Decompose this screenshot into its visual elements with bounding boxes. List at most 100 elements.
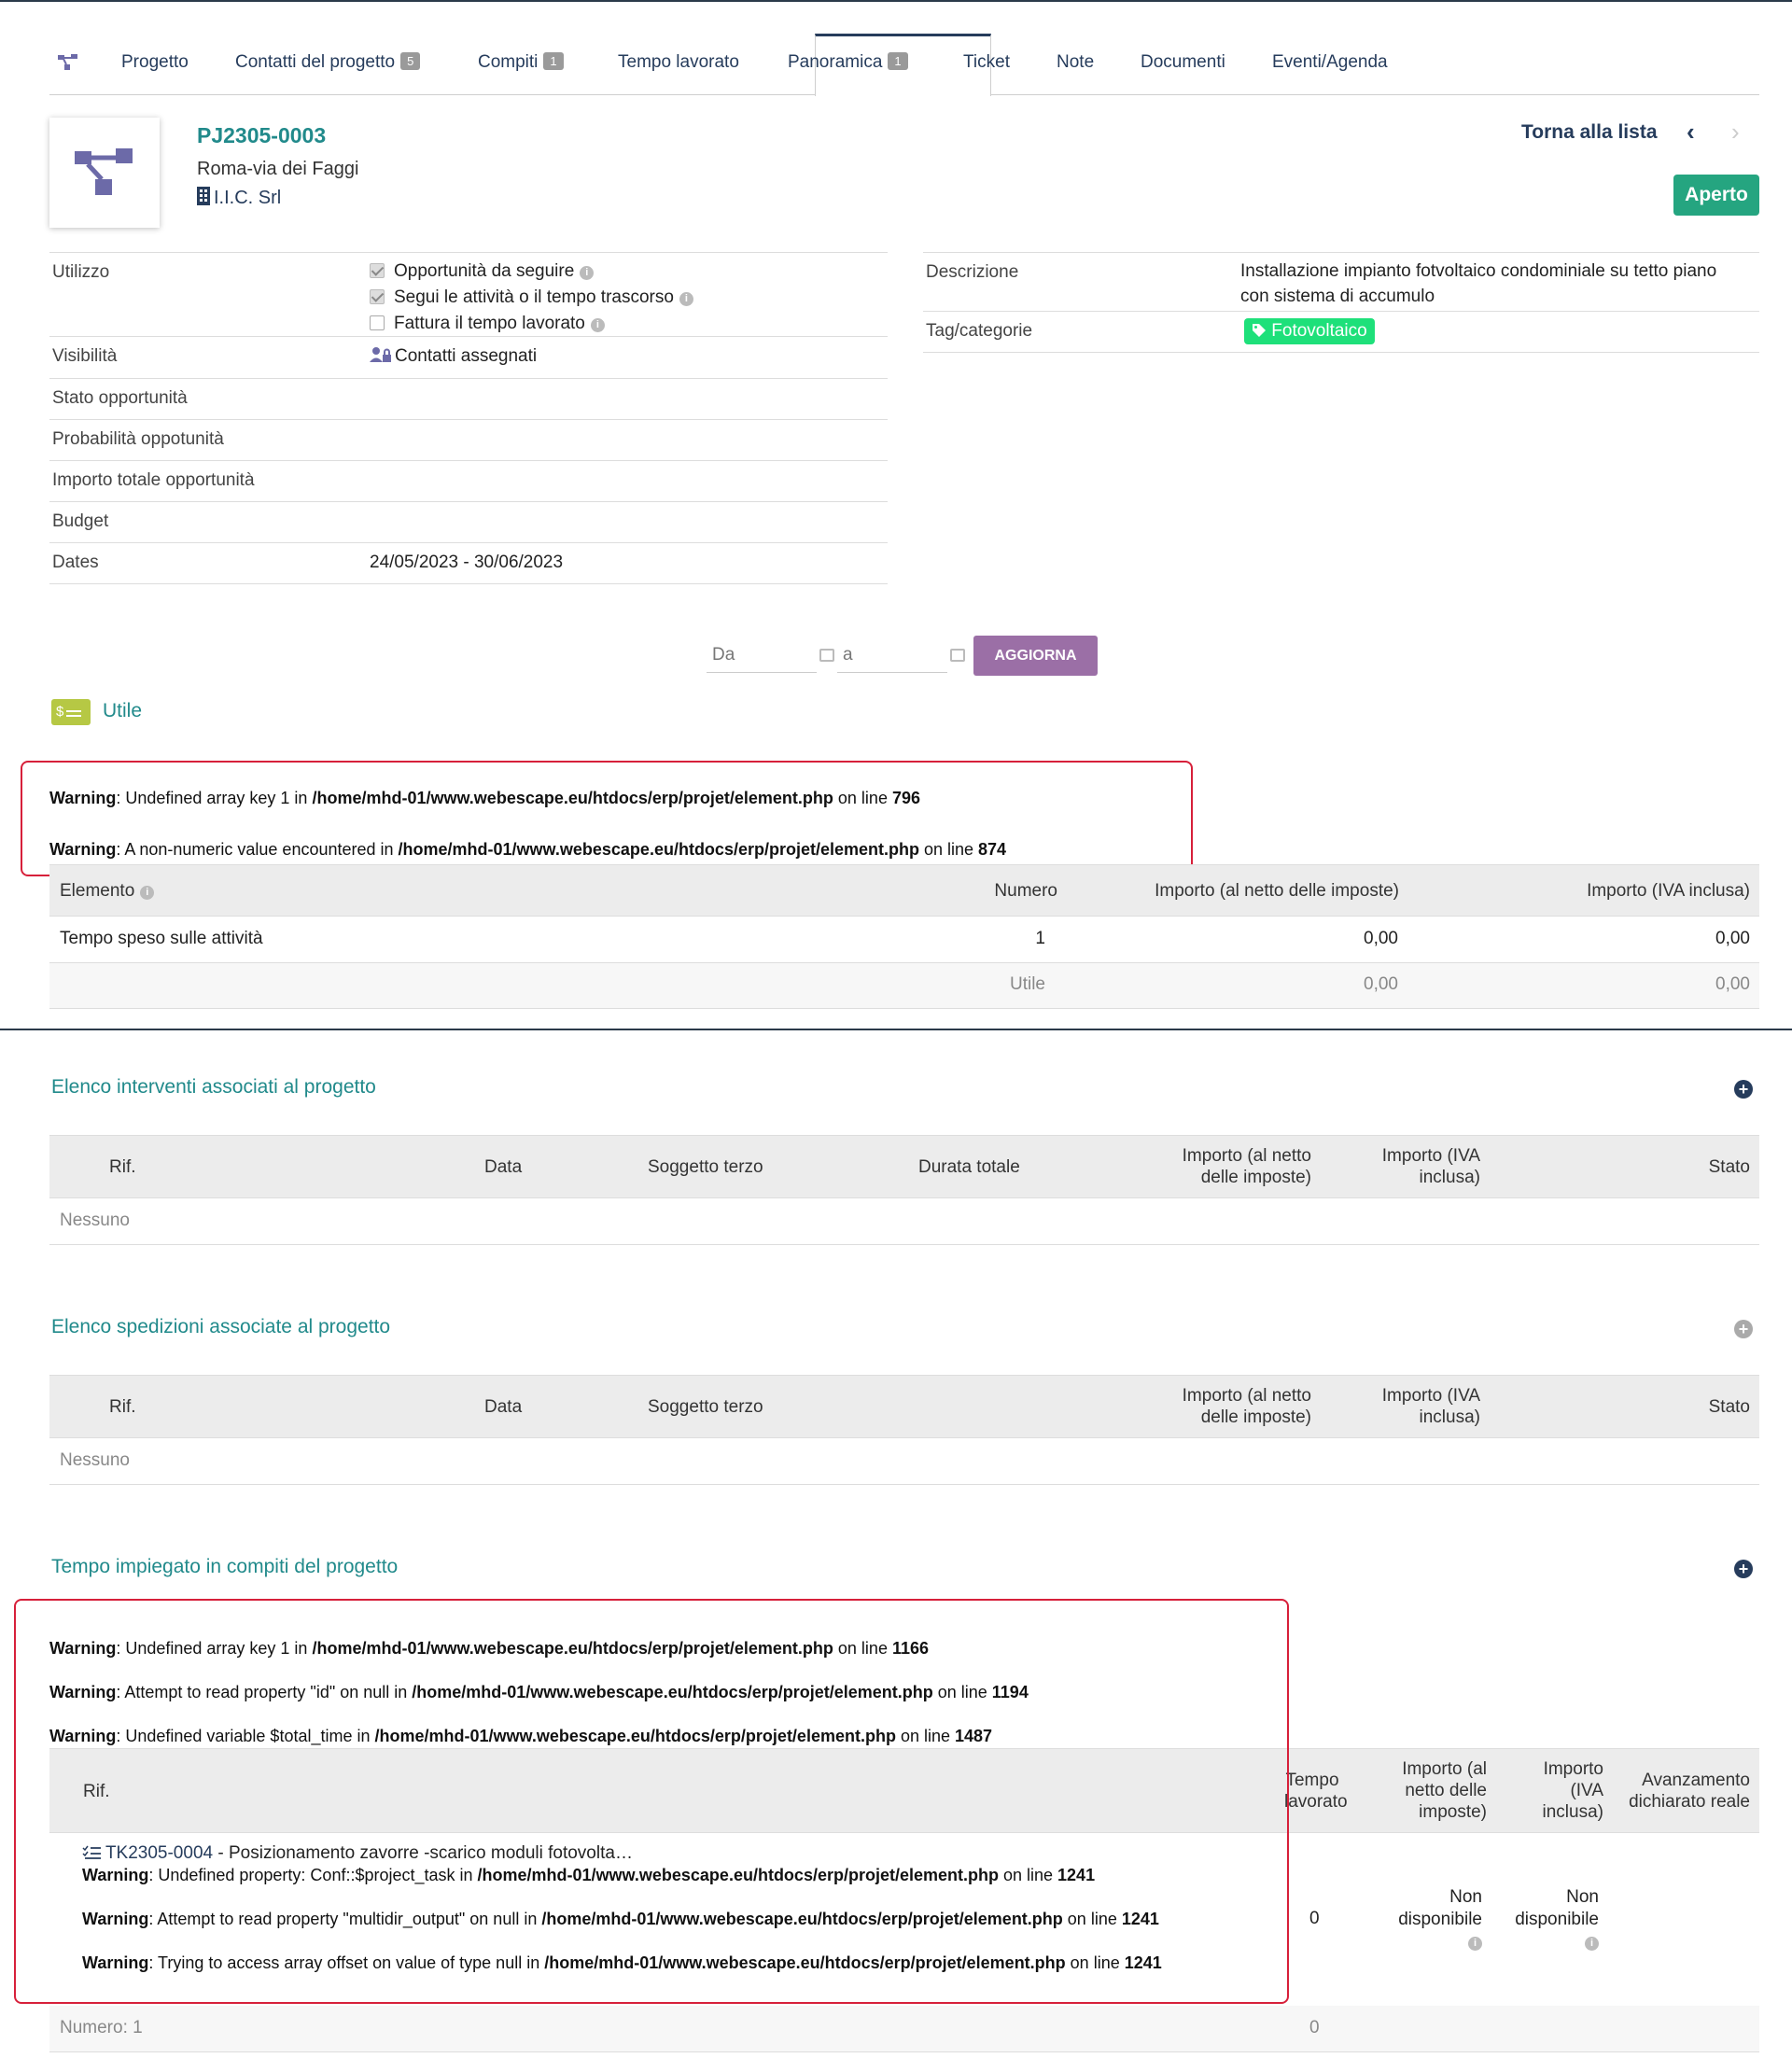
- warning-box: [14, 1599, 1289, 2004]
- info-icon: i: [1468, 1937, 1482, 1951]
- checkbox-fattura[interactable]: Fattura il tempo lavorato i: [370, 311, 693, 337]
- tab-note[interactable]: Note: [1057, 52, 1095, 72]
- tab-documenti[interactable]: Documenti: [1141, 52, 1225, 72]
- tab-contatti[interactable]: Contatti del progetto 5: [235, 52, 421, 73]
- col-data: Data: [484, 1157, 523, 1177]
- descrizione-value: Installazione impianto fotvoltaico condo…: [1240, 261, 1717, 306]
- info-icon: i: [140, 886, 155, 900]
- divider: [49, 962, 1759, 963]
- utile-title: Utile: [103, 700, 143, 721]
- back-to-list-link[interactable]: Torna alla lista: [1521, 121, 1658, 143]
- profit-table-header: Elemento i Numero Importo (al netto delle…: [49, 864, 1759, 917]
- profit-total-iva: 0,00: [1715, 974, 1750, 994]
- divider: [49, 1244, 1759, 1245]
- calendar-icon[interactable]: [950, 649, 965, 662]
- php-warning: Warning: Undefined variable $total_time …: [49, 1727, 993, 1745]
- php-warning: Warning: Attempt to read property "multi…: [82, 1910, 1159, 1928]
- prev-arrow-icon[interactable]: ‹: [1687, 118, 1695, 146]
- tab-tempo-lavorato[interactable]: Tempo lavorato: [618, 52, 739, 72]
- info-icon: i: [679, 292, 693, 306]
- col-tempo-lavorato: Tempo lavorato: [1284, 1771, 1348, 1812]
- spedizioni-table-header: Rif. Data Soggetto terzo Importo (al net…: [49, 1375, 1759, 1438]
- calendar-icon[interactable]: [819, 649, 834, 662]
- section-divider: [0, 1029, 1792, 1030]
- col-importo-netto: Importo (al netto delle imposte): [1402, 1759, 1487, 1822]
- aggiorna-button[interactable]: AGGIORNA: [973, 636, 1098, 676]
- visibilita-value: Contatti assegnati: [395, 346, 538, 366]
- profit-row-label: Tempo speso sulle attività: [60, 929, 263, 948]
- col-stato: Stato: [1708, 1157, 1750, 1177]
- task-row[interactable]: TK2305-0004 - Posizionamento zavorre -sc…: [82, 1843, 633, 1864]
- col-soggetto: Soggetto terzo: [648, 1397, 763, 1417]
- field-dates: Dates 24/05/2023 - 30/06/2023: [49, 542, 888, 584]
- field-tag: Tag/categorie: [923, 311, 1759, 353]
- date-from-input[interactable]: Da: [707, 639, 817, 673]
- add-spedizione-icon: +: [1734, 1320, 1753, 1338]
- date-to-input[interactable]: a: [837, 639, 947, 673]
- tag-icon: [1253, 324, 1266, 337]
- project-company[interactable]: I.I.C. Srl: [197, 187, 281, 209]
- tab-badge: 1: [543, 52, 564, 70]
- empty-row: Nessuno: [60, 1211, 130, 1230]
- field-label: Probabilità oppotunità: [52, 429, 224, 449]
- field-label: Stato opportunità: [52, 388, 188, 408]
- col-importo-netto: Importo (al netto delle imposte): [1182, 1146, 1311, 1187]
- field-budget: Budget: [49, 501, 888, 542]
- col-importo-iva: Importo (IVA inclusa): [1587, 881, 1750, 901]
- tab-eventi[interactable]: Eventi/Agenda: [1272, 52, 1388, 72]
- top-divider-notch: [75, 2, 90, 9]
- checkbox-icon[interactable]: [370, 289, 385, 304]
- field-probabilita: Probabilità oppotunità: [49, 419, 888, 460]
- project-tree-icon[interactable]: [58, 54, 78, 71]
- field-stato: Stato opportunità: [49, 378, 888, 419]
- tab-badge: 5: [400, 52, 421, 70]
- field-importo: Importo totale opportunità: [49, 460, 888, 501]
- tab-panoramica[interactable]: Panoramica 1: [788, 52, 908, 73]
- tempo-total-row: [49, 2006, 1759, 2052]
- tempo-title: Tempo impiegato in compiti del progetto: [51, 1556, 399, 1577]
- tab-bar: Progetto Contatti del progetto 5 Compiti 1…: [49, 34, 1759, 96]
- divider: [49, 1008, 1759, 1009]
- field-visibilita: Visibilità Contatti assegnati: [49, 336, 888, 378]
- field-utilizzo: Utilizzo Opportunità da seguire i Segui l…: [49, 252, 888, 336]
- checkbox-icon[interactable]: [370, 315, 385, 330]
- divider: [49, 1484, 1759, 1485]
- task-ref-link[interactable]: TK2305-0004: [105, 1843, 214, 1863]
- profit-row-iva: 0,00: [1715, 929, 1750, 948]
- tab-badge: 1: [888, 52, 908, 70]
- col-rif: Rif.: [109, 1157, 136, 1177]
- field-label: Tag/categorie: [926, 321, 1033, 341]
- task-label: - Posizionamento zavorre -scarico moduli…: [213, 1843, 633, 1863]
- col-rif: Rif.: [109, 1397, 136, 1417]
- add-tempo-icon[interactable]: +: [1734, 1560, 1753, 1578]
- tab-progetto[interactable]: Progetto: [121, 52, 189, 72]
- profit-total-netto: 0,00: [1364, 974, 1398, 994]
- interventi-table-header: Rif. Data Soggetto terzo Durata totale I…: [49, 1135, 1759, 1198]
- col-importo-netto: Importo (al netto delle imposte): [1155, 881, 1399, 901]
- tab-compiti[interactable]: Compiti 1: [478, 52, 564, 73]
- profit-row-numero: 1: [1035, 929, 1045, 948]
- col-elemento: Elemento i: [60, 880, 155, 902]
- spedizioni-title: Elenco spedizioni associate al progetto: [51, 1316, 391, 1337]
- users-lock-icon: [370, 347, 391, 362]
- project-logo: [49, 118, 160, 228]
- info-icon: i: [1585, 1937, 1599, 1951]
- checkbox-segui[interactable]: Segui le attività o il tempo trascorso i: [370, 285, 693, 311]
- status-badge: Aperto: [1673, 175, 1759, 216]
- field-label: Descrizione: [926, 262, 1019, 282]
- checkbox-opportunita[interactable]: Opportunità da seguire i: [370, 259, 693, 285]
- field-descrizione: Descrizione Installazione impianto fotvo…: [923, 252, 1759, 311]
- money-icon: $: [51, 699, 91, 725]
- col-rif: Rif.: [83, 1782, 110, 1801]
- checkbox-icon[interactable]: [370, 263, 385, 278]
- tag-fotovoltaico[interactable]: Fotovoltaico: [1244, 318, 1375, 344]
- col-durata: Durata totale: [918, 1157, 1020, 1177]
- tempo-table-header: Rif. Tempo lavorato Importo (al netto dell…: [49, 1748, 1759, 1833]
- field-label: Utilizzo: [52, 262, 110, 282]
- tab-ticket[interactable]: Ticket: [963, 52, 1010, 72]
- php-warning: Warning: Undefined array key 1 in /home/…: [49, 1639, 930, 1658]
- interventi-title: Elenco interventi associati al progetto: [51, 1076, 376, 1098]
- project-ref: PJ2305-0003: [197, 123, 327, 147]
- add-intervento-icon[interactable]: +: [1734, 1080, 1753, 1099]
- profit-total-label: Utile: [1009, 974, 1045, 994]
